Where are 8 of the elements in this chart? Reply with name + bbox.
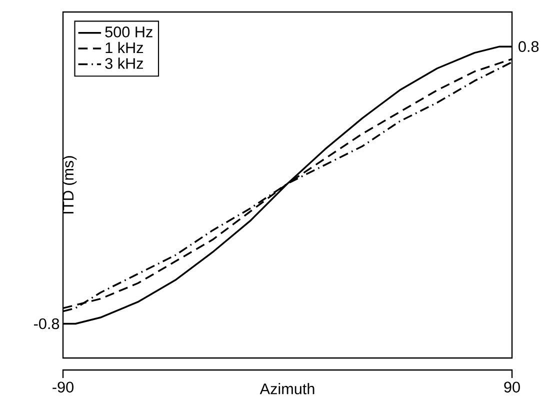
legend-label: 500 Hz — [105, 26, 152, 38]
x-tick-label: -90 — [52, 382, 74, 393]
x-tick-label: 90 — [504, 382, 520, 393]
annotation: -0.8 — [34, 318, 60, 330]
annotation: 0.8 — [518, 41, 539, 52]
legend-label: 1 kHz — [106, 42, 143, 53]
x-axis-title: Azimuth — [260, 383, 314, 394]
legend-label: 3 kHz — [105, 58, 143, 69]
